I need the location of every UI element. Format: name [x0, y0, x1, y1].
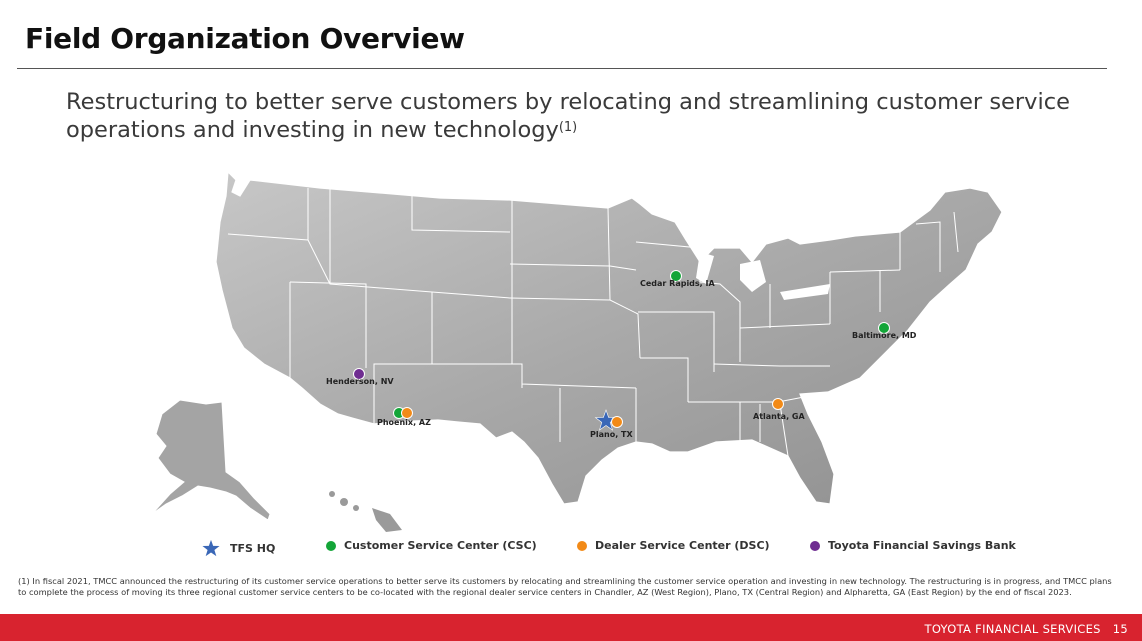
- state-borders: [227, 184, 959, 457]
- footer-bar: TOYOTA FINANCIAL SERVICES 15: [0, 614, 1142, 641]
- legend-item-csc: Customer Service Center (CSC): [326, 539, 537, 552]
- contiguous-us-shape: [215, 170, 1003, 505]
- page-title: Field Organization Overview: [25, 22, 465, 55]
- legend-item-dsc: Dealer Service Center (DSC): [577, 539, 770, 552]
- title-divider: [17, 68, 1107, 69]
- orange-dot-icon: [577, 540, 587, 551]
- legend-item-hq: TFS HQ: [202, 539, 275, 557]
- subtitle-text: Restructuring to better serve customers …: [66, 89, 1070, 143]
- baltimore-label: Baltimore, MD: [852, 331, 917, 340]
- phoenix-dsc-marker: [401, 407, 413, 419]
- footnote: (1) In fiscal 2021, TMCC announced the r…: [18, 576, 1112, 597]
- atlanta-label: Atlanta, GA: [753, 412, 805, 421]
- plano-dsc-marker: [611, 416, 623, 428]
- hawaii-shape: [329, 491, 402, 532]
- map-legend: TFS HQ Customer Service Center (CSC) Dea…: [0, 539, 1142, 559]
- legend-bank-label: Toyota Financial Savings Bank: [828, 539, 1016, 552]
- cedar-rapids-label: Cedar Rapids, IA: [640, 279, 715, 288]
- alaska-shape: [151, 399, 271, 521]
- subtitle: Restructuring to better serve customers …: [66, 88, 1106, 144]
- atlanta-dsc-marker: [772, 398, 784, 410]
- legend-item-bank: Toyota Financial Savings Bank: [810, 539, 1016, 552]
- star-icon: [202, 539, 220, 557]
- baltimore-csc-marker: [878, 322, 890, 334]
- legend-dsc-label: Dealer Service Center (DSC): [595, 539, 770, 552]
- phoenix-label: Phoenix, AZ: [377, 418, 431, 427]
- legend-csc-label: Customer Service Center (CSC): [344, 539, 537, 552]
- us-map: Cedar Rapids, IA Baltimore, MD Henderson…: [140, 152, 1020, 542]
- great-lakes: [696, 252, 830, 300]
- footer-company: TOYOTA FINANCIAL SERVICES: [924, 622, 1101, 636]
- cedar-rapids-csc-marker: [670, 270, 682, 282]
- plano-label: Plano, TX: [590, 430, 633, 439]
- henderson-bank-marker: [353, 368, 365, 380]
- footnote-ref: (1): [558, 120, 578, 135]
- legend-hq-label: TFS HQ: [230, 541, 276, 555]
- footer-text: TOYOTA FINANCIAL SERVICES 15: [925, 622, 1129, 636]
- page-number: 15: [1112, 622, 1128, 636]
- purple-dot-icon: [810, 540, 820, 551]
- green-dot-icon: [326, 540, 336, 551]
- henderson-label: Henderson, NV: [326, 377, 394, 386]
